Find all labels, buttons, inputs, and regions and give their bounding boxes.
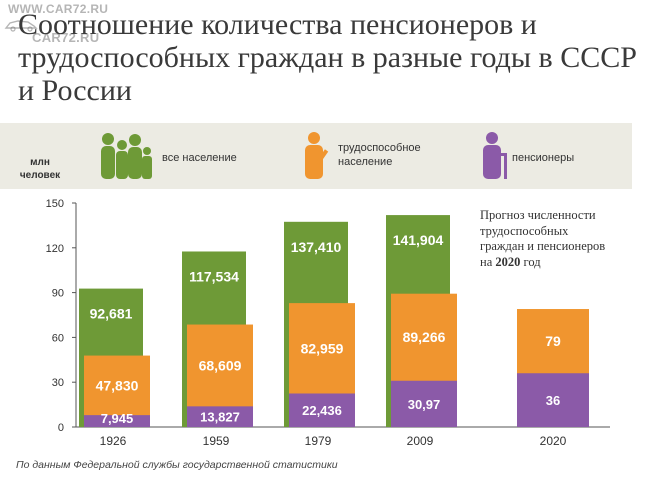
x-category-label-1979: 1979 [305, 434, 332, 448]
bar-pensioners-1926 [84, 415, 150, 427]
pensioner-icon [483, 132, 507, 179]
bar-working-1926 [84, 355, 150, 427]
label-working-2009: 89,266 [403, 329, 446, 345]
legend-label-working-line1: трудоспособное [338, 142, 421, 154]
note-line3: граждан и пенсионеров [480, 239, 606, 253]
x-category-label-1959: 1959 [203, 434, 230, 448]
label-pensioners-1959: 13,827 [200, 410, 240, 425]
y-tick-label: 120 [46, 243, 64, 255]
forecast-note: Прогноз численности трудоспособных гражд… [480, 208, 640, 270]
watermark-text-2: CAR72.RU [32, 30, 100, 45]
note-year: 2020 [495, 254, 521, 269]
label-working-2020: 79 [545, 333, 561, 349]
label-total-1926: 92,681 [90, 306, 133, 322]
label-pensioners-1926: 7,945 [101, 411, 134, 426]
label-total-2009: 141,904 [393, 232, 444, 248]
bar-pensioners-1959 [187, 406, 253, 427]
label-pensioners-1979: 22,436 [302, 403, 342, 418]
car-watermark-icon [4, 20, 38, 32]
legend-label-total: все население [162, 152, 237, 164]
note-prefix: на [480, 254, 493, 269]
bar-pensioners-2009 [391, 380, 457, 427]
y-tick-label: 150 [46, 198, 64, 210]
legend-label-working-line2: население [338, 156, 393, 168]
legend-label-working: трудоспособное население [338, 141, 421, 169]
note-line2: трудоспособных [480, 223, 569, 238]
worker-icon [305, 132, 329, 179]
legend: все население трудоспособное население п… [0, 123, 632, 189]
x-category-label-2020: 2020 [540, 434, 567, 448]
bar-pensioners-1979 [289, 393, 355, 427]
unit-line2: человек [19, 170, 61, 181]
note-line4: на 2020 год [480, 255, 640, 271]
source-note: По данным Федеральной службы государстве… [16, 459, 338, 471]
bar-pensioners-2020 [517, 373, 589, 427]
y-axis-unit-label: млн человек [18, 156, 62, 182]
unit-line1: млн [30, 157, 50, 168]
note-line1: Прогноз численности [480, 208, 596, 222]
note-suffix: год [523, 254, 541, 269]
label-pensioners-2020: 36 [546, 393, 560, 408]
y-tick-label: 30 [52, 377, 64, 389]
y-tick-label: 60 [52, 332, 64, 344]
legend-label-pensioners: пенсионеры [512, 152, 575, 164]
y-tick-label: 0 [58, 422, 64, 434]
chart-title: Соотношение количества пенсионеров и тру… [18, 8, 637, 107]
population-group-icon [101, 133, 152, 179]
bar-chart: 0 30 60 90 120 150 92,681 47,830 7,945 1926 117,53… [46, 198, 610, 448]
x-category-label-1926: 1926 [100, 434, 127, 448]
label-total-1959: 117,534 [189, 268, 239, 284]
label-pensioners-2009: 30,97 [408, 397, 441, 412]
label-total-1979: 137,410 [291, 239, 342, 255]
y-tick-label: 90 [52, 288, 64, 300]
watermark-text: WWW.CAR72.RU [8, 2, 109, 16]
label-working-1926: 47,830 [96, 377, 139, 393]
label-working-1959: 68,609 [199, 357, 242, 373]
x-category-label-2009: 2009 [407, 434, 434, 448]
label-working-1979: 82,959 [301, 340, 344, 356]
